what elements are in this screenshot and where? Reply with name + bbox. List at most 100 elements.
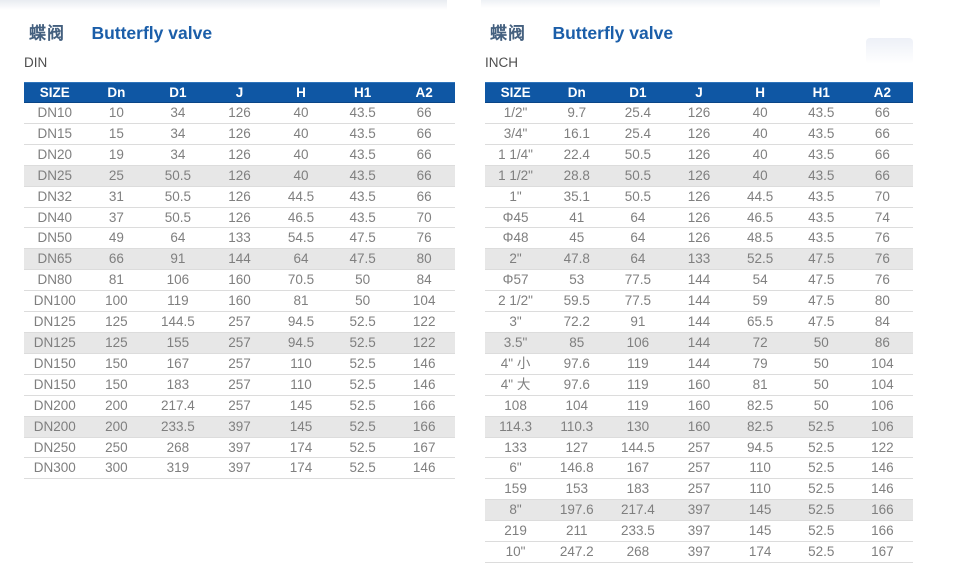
table-cell: 76 [851,227,913,250]
title-chinese: 蝶阀 [490,24,526,43]
table-cell: 52.5 [790,416,852,438]
table-cell: 49 [85,227,148,250]
table-row: DN200 200 217.4 257 145 52.5 166 [24,395,455,417]
table-row: 1" 35.1 50.5 126 44.5 43.5 70 [485,186,913,208]
table-cell: 6" [485,457,547,480]
table-cell: 233.5 [607,520,669,543]
table-cell: 127 [546,437,608,459]
table-cell: 52.5 [331,374,394,396]
table-cell: 50.5 [147,186,209,208]
table-cell: 114.3 [485,416,547,438]
table-cell: 126 [668,227,730,250]
table-cell: 48.5 [729,227,791,250]
table-cell: 167 [851,541,913,563]
table-cell: 257 [208,395,271,417]
table-cell: 257 [208,374,271,396]
table-cell: 50.5 [147,165,209,187]
din-table-body: DN10 10 34 126 40 43.5 66 DN15 15 34 126 40 43.5 66 DN… [24,102,455,480]
table-cell: 31 [85,186,148,208]
table-cell: 160 [668,374,730,396]
table-cell: 167 [147,353,209,375]
table-row: DN20 19 34 126 40 43.5 66 [24,144,455,166]
table-cell: 54.5 [270,227,332,250]
table-cell: Φ45 [485,207,547,229]
table-cell: 257 [668,457,730,480]
table-cell: 268 [607,541,669,563]
table-cell: 80 [393,248,455,271]
table-cell: 145 [270,395,332,417]
table-cell: DN80 [24,269,86,292]
table-cell: 110 [729,478,791,501]
table-cell: 25.4 [607,123,669,145]
table-cell: 144 [668,269,730,292]
table-row: Φ48 45 64 126 48.5 43.5 76 [485,227,913,250]
table-cell: 126 [668,207,730,229]
table-cell: 145 [729,499,791,522]
table-cell: 97.6 [546,374,608,396]
table-cell: 126 [668,165,730,187]
table-cell: 3.5" [485,332,547,354]
table-cell: 47.5 [331,248,394,271]
table-cell: 50 [790,332,852,354]
table-cell: 197.6 [546,499,608,522]
table-cell: 397 [668,520,730,543]
table-cell: 54 [729,269,791,292]
table-row: Φ57 53 77.5 144 54 47.5 76 [485,269,913,292]
table-cell: 126 [668,123,730,145]
table-cell: 15 [85,123,148,145]
table-cell: 2 1/2" [485,290,547,313]
table-cell: 43.5 [790,123,852,145]
table-cell: 52.5 [331,311,394,333]
table-cell: DN300 [24,457,86,480]
table-cell: DN125 [24,332,86,354]
table-row: 4" 小 97.6 119 144 79 50 104 [485,353,913,375]
table-cell: 52.5 [331,437,394,459]
table-cell: 43.5 [331,144,394,166]
table-cell: 52.5 [729,248,791,271]
table-cell: 146.8 [546,457,608,480]
top-gradient-strip-left [0,0,447,10]
standard-label-din: DIN [24,55,48,70]
table-row: DN32 31 50.5 126 44.5 43.5 66 [24,186,455,208]
table-cell: 146 [393,457,455,480]
table-row: DN125 125 155 257 94.5 52.5 122 [24,332,455,354]
table-cell: 126 [208,102,271,124]
table-row: DN65 66 91 144 64 47.5 80 [24,248,455,271]
table-cell: 122 [393,311,455,333]
din-panel: 蝶阀 Butterfly valve DIN SIZE Dn D1 J H H1 A2 DN… [24,20,455,480]
table-cell: 50 [790,353,852,375]
table-cell: 65.5 [729,311,791,333]
table-cell: 146 [851,478,913,501]
corner-shade-artifact [866,38,913,64]
table-row: 159 153 183 257 110 52.5 146 [485,478,913,501]
column-header-size: SIZE [485,82,547,103]
table-cell: 79 [729,353,791,375]
table-cell: 174 [270,437,332,459]
table-cell: 81 [270,290,332,313]
table-cell: 35.1 [546,186,608,208]
table-row: DN10 10 34 126 40 43.5 66 [24,102,455,124]
column-header-h1: H1 [331,82,394,103]
table-cell: 219 [485,520,547,543]
table-cell: 52.5 [331,395,394,417]
table-cell: 43.5 [790,186,852,208]
table-cell: 200 [85,416,148,438]
table-row: 3" 72.2 91 144 65.5 47.5 84 [485,311,913,333]
table-cell: 43.5 [331,207,394,229]
table-cell: DN40 [24,207,86,229]
table-cell: 257 [668,437,730,459]
table-cell: 86 [851,332,913,354]
table-cell: 104 [546,395,608,417]
table-cell: 159 [485,478,547,501]
table-cell: 28.8 [546,165,608,187]
table-cell: 66 [393,186,455,208]
standard-label-inch: INCH [485,55,518,70]
table-cell: 397 [668,541,730,563]
table-cell: 145 [729,520,791,543]
table-cell: 108 [485,395,547,417]
table-cell: 52.5 [790,541,852,563]
table-cell: 160 [668,395,730,417]
table-cell: 22.4 [546,144,608,166]
table-cell: 50.5 [147,207,209,229]
table-cell: Φ48 [485,227,547,250]
